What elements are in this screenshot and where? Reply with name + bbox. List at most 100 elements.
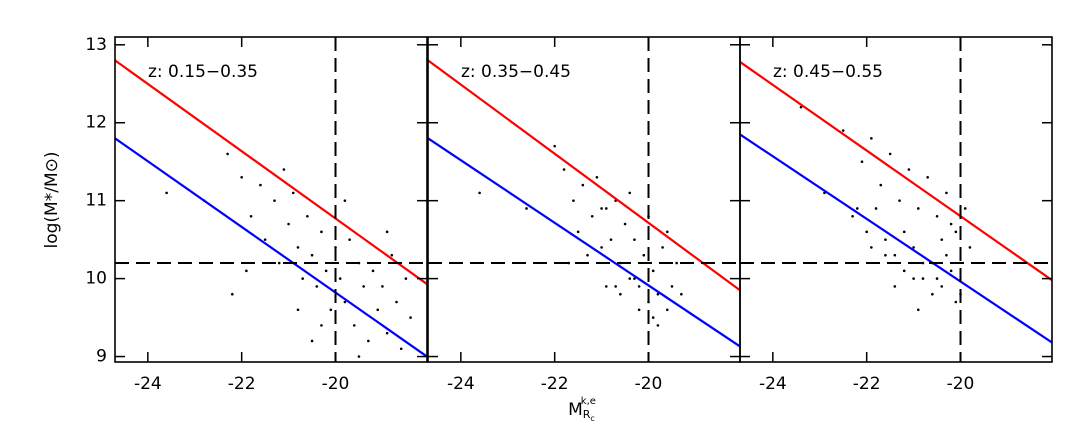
data-point bbox=[352, 324, 356, 327]
data-point bbox=[590, 214, 594, 218]
y-axis-label: log(M*/M⊙) bbox=[42, 152, 62, 249]
data-point bbox=[273, 199, 276, 202]
data-point bbox=[320, 324, 323, 327]
data-point bbox=[296, 308, 300, 312]
x-tick-label: -20 bbox=[947, 374, 975, 394]
data-point bbox=[940, 238, 944, 241]
data-point bbox=[291, 191, 295, 195]
data-point bbox=[628, 191, 632, 195]
y-tick-label: 12 bbox=[85, 113, 107, 133]
data-point bbox=[287, 222, 290, 226]
data-point bbox=[656, 324, 660, 327]
data-point bbox=[277, 261, 281, 265]
data-point bbox=[362, 285, 365, 288]
y-tick-label: 11 bbox=[85, 191, 107, 211]
data-point bbox=[614, 285, 617, 288]
data-point bbox=[376, 308, 380, 312]
data-point bbox=[572, 199, 575, 202]
data-point bbox=[935, 277, 939, 280]
data-point bbox=[898, 199, 901, 202]
data-point bbox=[921, 261, 925, 265]
data-point bbox=[245, 269, 248, 273]
data-point bbox=[680, 292, 683, 296]
data-point bbox=[884, 253, 887, 257]
data-point bbox=[675, 261, 678, 265]
data-point bbox=[940, 285, 944, 288]
data-point bbox=[954, 300, 958, 304]
data-point bbox=[902, 230, 906, 234]
data-point bbox=[553, 144, 556, 148]
data-point bbox=[282, 168, 286, 171]
x-tick-label: -20 bbox=[322, 374, 350, 394]
data-point bbox=[385, 230, 389, 234]
panel-annotation: z: 0.15−0.35 bbox=[148, 62, 258, 82]
data-point bbox=[301, 277, 304, 280]
data-point bbox=[324, 269, 328, 273]
data-point bbox=[945, 253, 948, 257]
data-point bbox=[367, 339, 370, 343]
data-point bbox=[329, 308, 333, 312]
x-tick-label: -24 bbox=[134, 374, 162, 394]
x-label-base: M bbox=[568, 400, 583, 420]
data-point bbox=[884, 238, 887, 241]
x-tick-label: -24 bbox=[759, 374, 787, 394]
data-point bbox=[310, 253, 314, 257]
data-point bbox=[296, 246, 300, 249]
data-point bbox=[799, 105, 803, 109]
data-point bbox=[357, 355, 361, 358]
x-axis-label: MRc k,e bbox=[568, 396, 596, 423]
data-point bbox=[945, 191, 948, 195]
data-point bbox=[310, 339, 314, 343]
fit-line bbox=[114, 137, 428, 358]
data-point bbox=[348, 238, 351, 241]
data-point bbox=[525, 207, 528, 210]
data-point bbox=[907, 168, 911, 171]
data-point bbox=[637, 308, 641, 312]
data-point bbox=[385, 331, 389, 335]
data-point bbox=[619, 292, 622, 296]
x-label-subsub: c bbox=[590, 414, 594, 423]
data-point bbox=[165, 191, 168, 195]
data-point bbox=[841, 129, 845, 132]
data-point bbox=[478, 191, 481, 195]
data-point bbox=[912, 277, 915, 280]
x-tick-label: -24 bbox=[447, 374, 475, 394]
data-point bbox=[343, 199, 347, 202]
x-tick-label: -22 bbox=[541, 374, 569, 394]
data-point bbox=[567, 261, 571, 265]
data-point bbox=[921, 277, 925, 280]
panel-annotation: z: 0.35−0.45 bbox=[461, 62, 571, 82]
data-point bbox=[226, 152, 229, 156]
data-point bbox=[259, 183, 262, 187]
data-point bbox=[651, 316, 655, 319]
data-point bbox=[600, 246, 603, 249]
data-point bbox=[870, 246, 873, 249]
data-point bbox=[893, 253, 897, 257]
fit-line bbox=[427, 137, 741, 348]
data-point bbox=[404, 277, 408, 280]
data-point bbox=[670, 285, 674, 288]
data-point bbox=[870, 137, 873, 140]
data-point bbox=[968, 246, 972, 249]
data-point bbox=[562, 168, 566, 171]
fit-line bbox=[114, 59, 428, 285]
y-tick-label: 9 bbox=[96, 347, 107, 367]
fit-line bbox=[427, 59, 741, 292]
data-point bbox=[949, 269, 953, 273]
data-point bbox=[935, 214, 939, 218]
data-point bbox=[609, 238, 613, 241]
data-point bbox=[390, 253, 394, 257]
data-point bbox=[230, 292, 234, 296]
panel-frame bbox=[114, 36, 428, 363]
data-point bbox=[338, 277, 342, 280]
data-point bbox=[633, 277, 636, 280]
data-point bbox=[642, 253, 646, 257]
panel-frame bbox=[427, 36, 741, 363]
data-point bbox=[409, 316, 412, 319]
data-point bbox=[665, 308, 669, 312]
x-tick-label: -20 bbox=[635, 374, 663, 394]
data-point bbox=[381, 285, 384, 288]
data-point bbox=[604, 285, 608, 288]
data-point bbox=[879, 183, 883, 187]
